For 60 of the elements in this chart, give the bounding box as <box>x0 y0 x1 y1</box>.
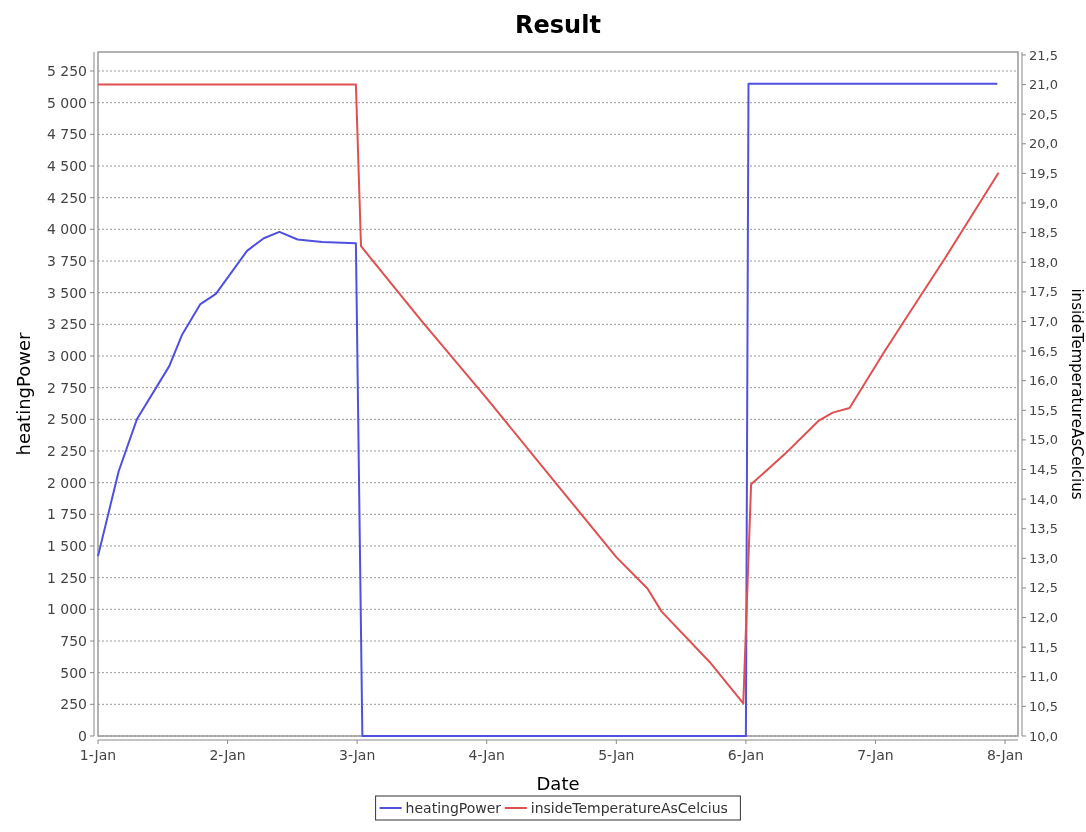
y2-tick-label: 19,0 <box>1029 195 1058 211</box>
y2-tick-label: 11,0 <box>1029 669 1058 685</box>
y2-tick-label: 21,0 <box>1029 77 1058 93</box>
y2-tick-label: 10,5 <box>1029 698 1058 714</box>
x-tick-label: 7-Jan <box>857 747 894 763</box>
y2-tick-label: 13,0 <box>1029 550 1058 566</box>
y2-tick-label: 18,5 <box>1029 225 1058 241</box>
x-tick-label: 2-Jan <box>209 747 246 763</box>
y-tick-label: 5 250 <box>46 62 87 79</box>
y2-tick-label: 16,5 <box>1029 343 1058 359</box>
y-tick-label: 5 000 <box>46 94 87 111</box>
y-tick-label: 0 <box>78 727 87 744</box>
y2-tick-label: 11,5 <box>1029 639 1058 655</box>
chart-title: Result <box>515 11 601 39</box>
y-tick-label: 1 000 <box>46 601 87 618</box>
y2-tick-label: 12,5 <box>1029 580 1058 596</box>
y-tick-label: 500 <box>60 664 87 681</box>
y-tick-label: 250 <box>60 696 87 713</box>
x-tick-label: 6-Jan <box>727 747 765 763</box>
x-tick-label: 8-Jan <box>986 747 1024 763</box>
y2-tick-label: 16,0 <box>1029 373 1058 389</box>
x-axis-title: Date <box>536 773 580 794</box>
y-tick-label: 3 250 <box>46 316 87 333</box>
y2-tick-label: 15,0 <box>1029 432 1058 448</box>
y2-tick-label: 21,5 <box>1029 47 1058 63</box>
x-tick-label: 3-Jan <box>338 747 376 763</box>
x-tick-label: 5-Jan <box>598 747 635 763</box>
y-tick-label: 3 750 <box>46 252 87 269</box>
y2-axis-title: insideTemperatureAsCelcius <box>1068 288 1086 500</box>
y2-tick-label: 20,5 <box>1029 106 1058 122</box>
y-tick-label: 4 500 <box>46 157 87 174</box>
y2-tick-label: 17,0 <box>1029 314 1058 329</box>
y-tick-label: 1 250 <box>46 569 87 586</box>
y2-tick-label: 14,0 <box>1029 491 1058 507</box>
y2-tick-label: 14,5 <box>1029 462 1058 478</box>
y-tick-label: 2 000 <box>46 474 87 491</box>
y-tick-label: 1 500 <box>46 537 87 554</box>
y-tick-label: 3 500 <box>46 284 87 301</box>
y2-tick-label: 19,5 <box>1029 165 1058 181</box>
y-tick-label: 4 750 <box>46 126 87 143</box>
y-tick-label: 2 750 <box>46 379 87 396</box>
legend-label: insideTemperatureAsCelcius <box>530 799 728 816</box>
legend-label: heatingPower <box>405 799 502 816</box>
x-tick-label: 4-Jan <box>468 747 505 763</box>
y2-tick-label: 20,0 <box>1029 136 1058 152</box>
x-tick-label: 1-Jan <box>79 747 117 763</box>
y2-tick-label: 17,5 <box>1029 284 1058 300</box>
y2-tick-label: 18,0 <box>1029 254 1058 270</box>
y-tick-label: 750 <box>60 632 87 649</box>
y2-tick-label: 12,0 <box>1029 610 1058 626</box>
y-tick-label: 2 500 <box>46 411 87 428</box>
y-tick-label: 4 000 <box>46 221 87 238</box>
y-tick-label: 3 000 <box>46 347 87 364</box>
y2-tick-label: 15,5 <box>1029 402 1058 418</box>
y-tick-label: 4 250 <box>46 189 87 206</box>
y-axis-title: heatingPower <box>13 331 34 456</box>
y2-tick-label: 13,5 <box>1029 521 1058 537</box>
y2-tick-label: 10,0 <box>1029 728 1058 744</box>
y-tick-label: 1 750 <box>46 506 87 523</box>
y-tick-label: 2 250 <box>46 442 87 459</box>
